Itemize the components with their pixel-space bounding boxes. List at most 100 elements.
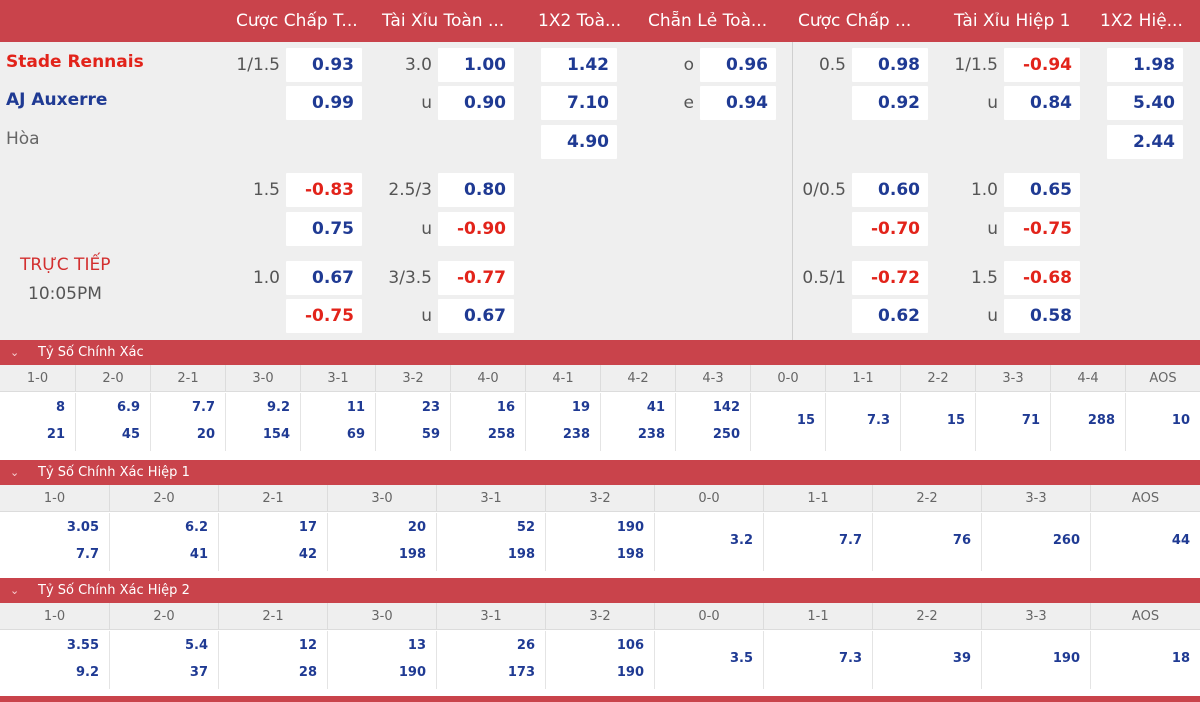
odds-value[interactable]: 52 — [516, 520, 535, 535]
odds-value[interactable]: 7.7 — [191, 400, 215, 415]
odds-cell[interactable]: 0.67 — [286, 261, 362, 295]
chevron-down-icon[interactable]: ⌄ — [10, 346, 20, 359]
odds-value[interactable]: 42 — [298, 547, 317, 562]
odds-value[interactable]: 9.2 — [266, 400, 290, 415]
odds-value[interactable]: 20 — [407, 520, 426, 535]
odds-cell[interactable]: 0.96 — [700, 48, 776, 82]
odds-value[interactable]: 59 — [421, 427, 440, 442]
odds-cell[interactable]: 1.42 — [541, 48, 617, 82]
odds-value[interactable]: 260 — [1052, 533, 1080, 548]
odds-value[interactable]: 3.05 — [66, 520, 99, 535]
odds-value[interactable]: 106 — [616, 638, 644, 653]
score-odds-cell[interactable]: 142 250 — [675, 393, 750, 451]
odds-cell[interactable]: 0.84 — [1004, 86, 1080, 120]
odds-cell[interactable]: 0.94 — [700, 86, 776, 120]
score-odds-cell[interactable]: 19 238 — [525, 393, 600, 451]
odds-value[interactable]: 15 — [946, 413, 965, 428]
odds-value[interactable]: 76 — [952, 533, 971, 548]
odds-cell[interactable]: 0.98 — [852, 48, 928, 82]
odds-cell[interactable]: 0.99 — [286, 86, 362, 120]
odds-value[interactable]: 258 — [487, 427, 515, 442]
odds-value[interactable]: 8 — [55, 400, 65, 415]
odds-value[interactable]: 3.5 — [729, 651, 753, 666]
score-odds-cell[interactable]: 23 59 — [375, 393, 450, 451]
odds-cell[interactable]: -0.75 — [286, 299, 362, 333]
correct-score-h1-bar[interactable]: ⌄ Tỷ Số Chính Xác Hiệp 1 — [0, 460, 1200, 485]
odds-value[interactable]: 10 — [1171, 413, 1190, 428]
odds-value[interactable]: 238 — [562, 427, 590, 442]
odds-cell[interactable]: -0.72 — [852, 261, 928, 295]
odds-cell[interactable]: 1.00 — [438, 48, 514, 82]
score-odds-cell[interactable]: 76 — [872, 513, 981, 571]
odds-cell[interactable]: 0.60 — [852, 173, 928, 207]
score-odds-cell[interactable]: 288 — [1050, 393, 1125, 451]
correct-score-h2-bar[interactable]: ⌄ Tỷ Số Chính Xác Hiệp 2 — [0, 578, 1200, 603]
odds-value[interactable]: 3.2 — [729, 533, 753, 548]
odds-value[interactable]: 6.2 — [184, 520, 208, 535]
score-odds-cell[interactable]: 11 69 — [300, 393, 375, 451]
odds-value[interactable]: 12 — [298, 638, 317, 653]
odds-cell[interactable]: 2.44 — [1107, 125, 1183, 159]
score-odds-cell[interactable]: 39 — [872, 631, 981, 689]
odds-value[interactable]: 190 — [616, 520, 644, 535]
odds-cell[interactable]: 0.58 — [1004, 299, 1080, 333]
odds-cell[interactable]: 0.62 — [852, 299, 928, 333]
score-odds-cell[interactable]: 15 — [900, 393, 975, 451]
odds-cell[interactable]: -0.75 — [1004, 212, 1080, 246]
score-odds-cell[interactable]: 16 258 — [450, 393, 525, 451]
score-odds-cell[interactable]: 3.05 7.7 — [0, 513, 109, 571]
odds-value[interactable]: 190 — [398, 665, 426, 680]
odds-value[interactable]: 7.7 — [838, 533, 862, 548]
score-odds-cell[interactable]: 190 198 — [545, 513, 654, 571]
odds-value[interactable]: 41 — [189, 547, 208, 562]
score-odds-cell[interactable]: 26 173 — [436, 631, 545, 689]
odds-value[interactable]: 9.2 — [75, 665, 99, 680]
score-odds-cell[interactable]: 106 190 — [545, 631, 654, 689]
score-odds-cell[interactable]: 13 190 — [327, 631, 436, 689]
score-odds-cell[interactable]: 17 42 — [218, 513, 327, 571]
score-odds-cell[interactable]: 7.3 — [763, 631, 872, 689]
odds-value[interactable]: 44 — [1171, 533, 1190, 548]
header-handicap-h1[interactable]: Cược Chấp ... — [798, 11, 912, 31]
odds-cell[interactable]: 0.75 — [286, 212, 362, 246]
odds-value[interactable]: 7.3 — [866, 413, 890, 428]
odds-value[interactable]: 28 — [298, 665, 317, 680]
correct-score-bar[interactable]: ⌄ Tỷ Số Chính Xác — [0, 340, 1200, 365]
odds-value[interactable]: 20 — [196, 427, 215, 442]
odds-value[interactable]: 198 — [398, 547, 426, 562]
odds-value[interactable]: 142 — [712, 400, 740, 415]
score-odds-cell[interactable]: 3.55 9.2 — [0, 631, 109, 689]
odds-value[interactable]: 23 — [421, 400, 440, 415]
odds-value[interactable]: 21 — [46, 427, 65, 442]
header-handicap-full[interactable]: Cược Chấp T... — [236, 11, 358, 31]
score-odds-cell[interactable]: 9.2 154 — [225, 393, 300, 451]
score-odds-cell[interactable]: 8 21 — [0, 393, 75, 451]
score-odds-cell[interactable]: 10 — [1125, 393, 1200, 451]
score-odds-cell[interactable]: 52 198 — [436, 513, 545, 571]
odds-value[interactable]: 26 — [516, 638, 535, 653]
odds-value[interactable]: 190 — [1052, 651, 1080, 666]
odds-value[interactable]: 71 — [1021, 413, 1040, 428]
score-odds-cell[interactable]: 18 — [1090, 631, 1200, 689]
header-odd-even-full[interactable]: Chẵn Lẻ Toà... — [648, 11, 768, 31]
odds-value[interactable]: 7.7 — [75, 547, 99, 562]
odds-value[interactable]: 69 — [346, 427, 365, 442]
score-odds-cell[interactable]: 15 — [750, 393, 825, 451]
odds-cell[interactable]: 0.93 — [286, 48, 362, 82]
odds-value[interactable]: 41 — [646, 400, 665, 415]
score-odds-cell[interactable]: 7.7 — [763, 513, 872, 571]
odds-cell[interactable]: 5.40 — [1107, 86, 1183, 120]
score-odds-cell[interactable]: 190 — [981, 631, 1090, 689]
odds-value[interactable]: 37 — [189, 665, 208, 680]
odds-value[interactable]: 173 — [507, 665, 535, 680]
chevron-down-icon[interactable]: ⌄ — [10, 466, 20, 479]
header-1x2-h1[interactable]: 1X2 Hiệ... — [1100, 11, 1183, 31]
score-odds-cell[interactable]: 71 — [975, 393, 1050, 451]
score-odds-cell[interactable]: 5.4 37 — [109, 631, 218, 689]
header-1x2-full[interactable]: 1X2 Toà... — [538, 11, 622, 31]
header-over-under-full[interactable]: Tài Xỉu Toàn ... — [382, 11, 505, 31]
chevron-down-icon[interactable]: ⌄ — [10, 584, 20, 597]
odds-cell[interactable]: -0.70 — [852, 212, 928, 246]
score-odds-cell[interactable]: 260 — [981, 513, 1090, 571]
score-odds-cell[interactable]: 44 — [1090, 513, 1200, 571]
